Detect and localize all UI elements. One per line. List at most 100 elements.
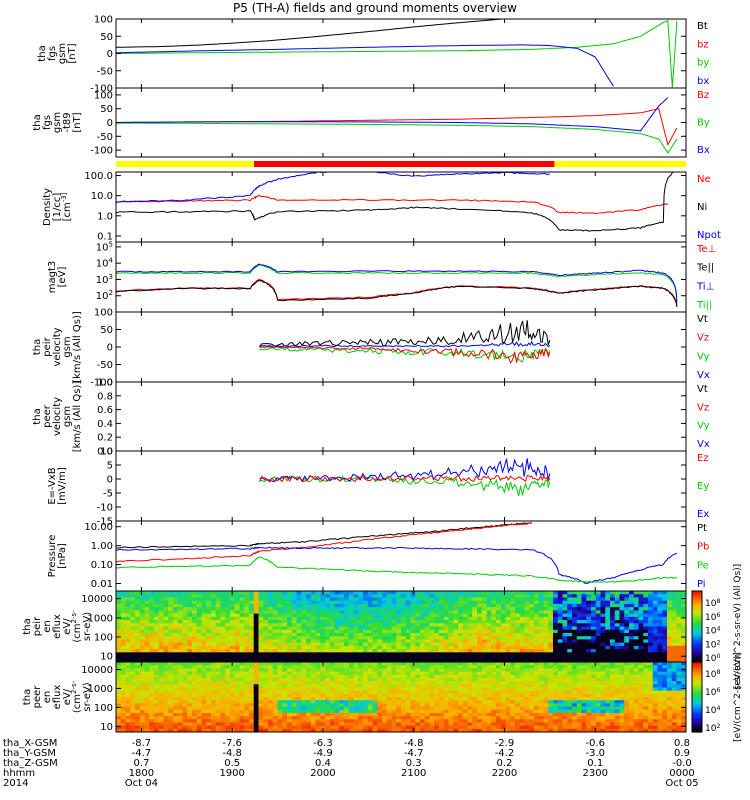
heatmap-cell xyxy=(258,645,264,650)
heatmap-cell xyxy=(139,728,146,732)
heatmap-cell xyxy=(244,603,250,608)
heatmap-cell xyxy=(410,613,416,618)
heatmap-cell xyxy=(443,671,450,676)
heatmap-cell xyxy=(624,626,630,631)
heatmap-cell xyxy=(291,658,298,662)
heatmap-cell xyxy=(277,725,283,730)
heatmap-cell xyxy=(220,603,226,608)
heatmap-cell xyxy=(462,620,469,624)
heatmap-cell xyxy=(500,655,507,660)
heatmap-cell xyxy=(177,649,184,653)
heatmap-cell xyxy=(372,671,378,676)
heatmap-cell xyxy=(671,591,678,595)
y-axis-label-line: gsm xyxy=(62,336,73,357)
heatmap-cell xyxy=(581,639,587,644)
heatmap-cell xyxy=(182,645,188,650)
heatmap-cell xyxy=(253,693,260,698)
heatmap-cell xyxy=(168,693,174,698)
heatmap-cell xyxy=(268,594,274,599)
heatmap-cell xyxy=(135,626,141,631)
heatmap-cell xyxy=(610,639,616,644)
heatmap-cell xyxy=(358,728,364,732)
heatmap-cell xyxy=(591,645,597,650)
heatmap-cell xyxy=(301,623,307,628)
heatmap-cell xyxy=(353,677,359,682)
heatmap-cell xyxy=(420,703,426,708)
heatmap-cell xyxy=(120,607,127,611)
heatmap-cell xyxy=(515,613,521,618)
heatmap-cell xyxy=(287,706,293,711)
heatmap-cell xyxy=(467,665,473,669)
heatmap-cell xyxy=(424,687,431,692)
heatmap-cell xyxy=(182,591,188,595)
heatmap-cell xyxy=(196,655,203,660)
heatmap-cell xyxy=(163,655,169,660)
heatmap-cell xyxy=(125,662,131,666)
heatmap-cell xyxy=(405,642,412,647)
heatmap-cell xyxy=(234,697,241,701)
heatmap-cell xyxy=(187,591,193,595)
heatmap-cell xyxy=(301,665,307,669)
colorbar-segment xyxy=(692,617,702,620)
heatmap-cell xyxy=(135,671,141,676)
heatmap-cell xyxy=(391,722,397,727)
heatmap-cell xyxy=(467,693,473,698)
heatmap-cell xyxy=(329,677,336,682)
heatmap-cell xyxy=(244,684,250,689)
heatmap-cell xyxy=(258,629,264,634)
heatmap-cell xyxy=(415,629,421,634)
heatmap-cell xyxy=(519,639,526,644)
heatmap-cell xyxy=(163,665,169,669)
heatmap-cell xyxy=(567,610,573,615)
heatmap-cell xyxy=(434,697,440,701)
heatmap-cell xyxy=(268,668,274,673)
heatmap-cell xyxy=(619,642,625,647)
heatmap-cell xyxy=(396,658,402,662)
heatmap-cell xyxy=(458,600,464,605)
heatmap-cell xyxy=(258,693,264,698)
heatmap-cell xyxy=(177,613,184,618)
heatmap-cell xyxy=(306,703,312,708)
heatmap-cell xyxy=(391,668,397,673)
heatmap-cell xyxy=(458,658,464,662)
heatmap-cell xyxy=(443,607,450,611)
heatmap-cell xyxy=(344,632,350,637)
heatmap-cell xyxy=(382,610,388,615)
heatmap-cell xyxy=(567,658,573,662)
heatmap-cell xyxy=(515,652,521,657)
heatmap-cell xyxy=(192,693,198,698)
heatmap-cell xyxy=(192,712,198,717)
heatmap-cell xyxy=(192,697,198,701)
heatmap-cell xyxy=(496,722,502,727)
heatmap-cell xyxy=(291,674,298,679)
heatmap-cell xyxy=(396,626,402,631)
y-axis-label: Density [1/cc] [cm-3] xyxy=(42,188,73,226)
heatmap-cell xyxy=(287,613,293,618)
heatmap-cell xyxy=(253,591,260,595)
heatmap-cell xyxy=(163,642,169,647)
heatmap-cell xyxy=(291,632,298,637)
heatmap-cell xyxy=(325,709,331,714)
heatmap-cell xyxy=(643,639,649,644)
heatmap-cell xyxy=(120,610,127,615)
heatmap-cell xyxy=(139,623,146,628)
heatmap-cell xyxy=(576,600,583,605)
heatmap-cell xyxy=(149,687,155,692)
heatmap-cell xyxy=(196,722,203,727)
heatmap-cell xyxy=(182,728,188,732)
heatmap-cell xyxy=(377,728,383,732)
heatmap-cell xyxy=(268,658,274,662)
heatmap-cell xyxy=(396,728,402,732)
heatmap-cell xyxy=(629,658,635,662)
heatmap-cell xyxy=(215,610,222,615)
heatmap-cell xyxy=(420,674,426,679)
heatmap-cell xyxy=(367,639,374,644)
heatmap-cell xyxy=(586,610,592,615)
heatmap-cell xyxy=(258,636,264,641)
heatmap-cell xyxy=(496,674,502,679)
heatmap-cell xyxy=(135,716,141,720)
heatmap-cell xyxy=(505,662,511,666)
heatmap-cell xyxy=(519,603,526,608)
